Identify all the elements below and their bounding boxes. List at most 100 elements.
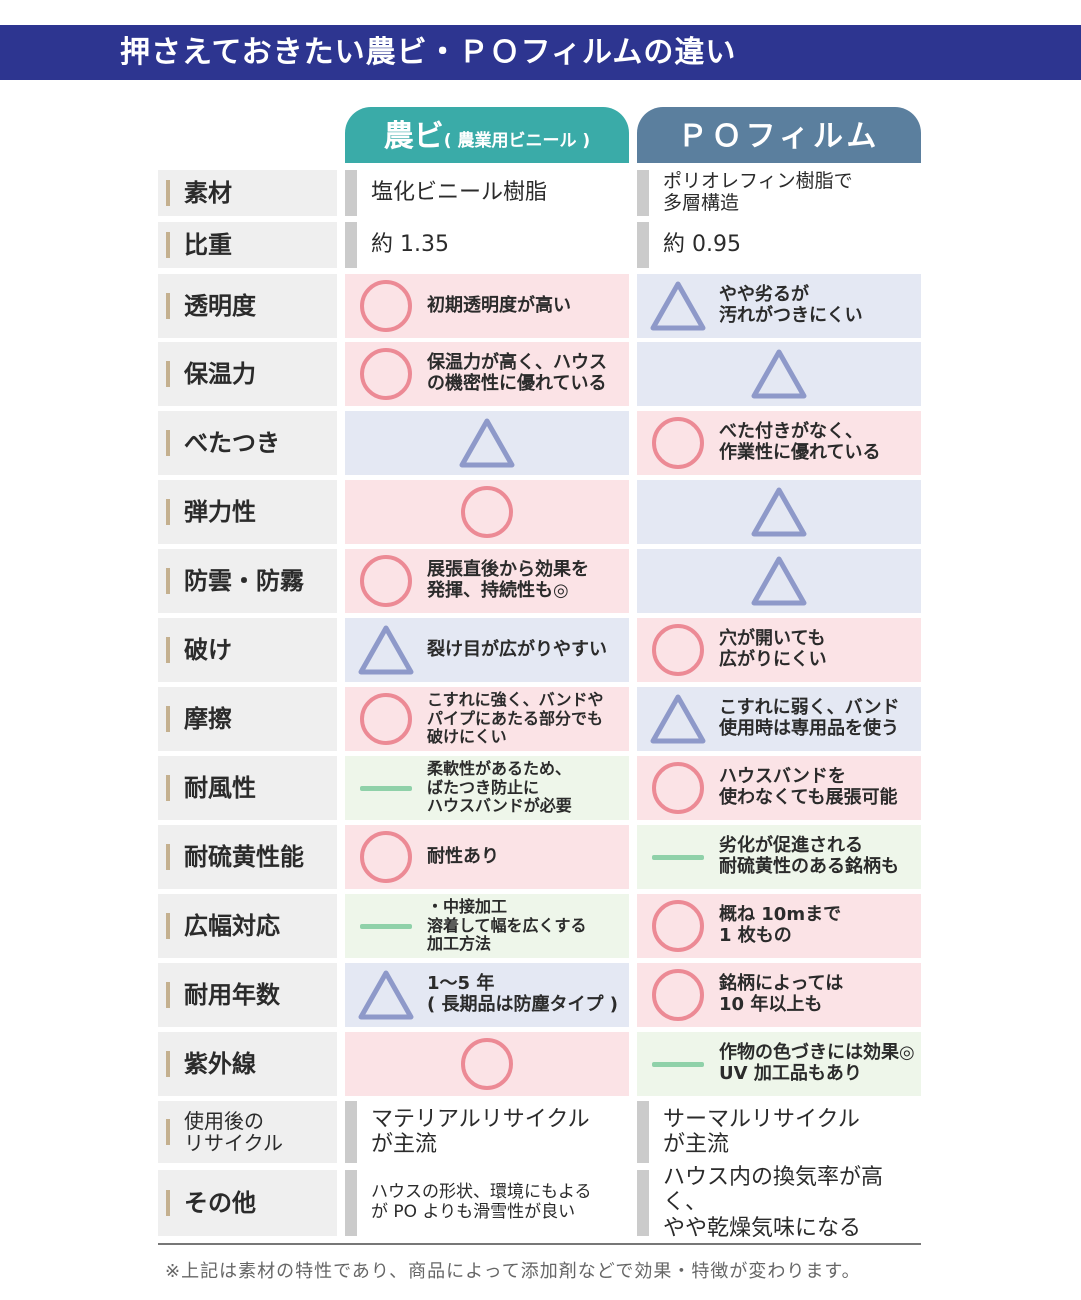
table-row: 素材 塩化ビニール樹脂 ポリオレフィン樹脂で 多層構造 xyxy=(158,170,921,216)
cell-c1: 1～5 年 ( 長期品は防塵タイプ ) xyxy=(345,963,629,1027)
cell-c2: 穴が開いても 広がりにくい xyxy=(637,618,921,682)
circle-mark xyxy=(461,1038,513,1090)
cell-c1: 約 1.35 xyxy=(345,222,629,268)
cell-text: 初期透明度が高い xyxy=(427,294,571,316)
cell-c1: 裂け目が広がりやすい xyxy=(345,618,629,682)
circle-icon xyxy=(637,969,719,1021)
cell-c1: ハウスの形状、環境にもよる が PO よりも滑雪性が良い xyxy=(345,1170,629,1236)
cell-c2 xyxy=(637,480,921,544)
cell-text: マテリアルリサイクル が主流 xyxy=(371,1106,590,1157)
divider xyxy=(158,1243,921,1245)
dash-mark xyxy=(360,923,412,929)
row-label: 耐風性 xyxy=(158,756,337,820)
cell-c1: 塩化ビニール樹脂 xyxy=(345,170,629,216)
cell-text: 概ね 10mまで 1 枚もの xyxy=(719,904,842,946)
cell-c2 xyxy=(637,549,921,613)
cell-c1: 初期透明度が高い xyxy=(345,274,629,338)
table-row: 耐硫黄性能 耐性あり 劣化が促進される 耐硫黄性のある銘柄も xyxy=(158,825,921,889)
circle-mark xyxy=(652,624,704,676)
cell-text: 1～5 年 ( 長期品は防塵タイプ ) xyxy=(427,973,618,1015)
circle-icon xyxy=(637,624,719,676)
cell-c2: ハウス内の換気率が高く、 やや乾燥気味になる xyxy=(637,1165,921,1241)
dash-icon xyxy=(345,923,427,929)
table-row: 弾力性 xyxy=(158,480,921,544)
cell-c2: 作物の色づきには効果◎ UV 加工品もあり xyxy=(637,1032,921,1096)
table-row: 使用後の リサイクル マテリアルリサイクル が主流 サーマルリサイクル が主流 xyxy=(158,1101,921,1163)
cell-text: 耐性あり xyxy=(427,845,499,867)
triangle-icon xyxy=(345,969,427,1021)
cell-text: 銘柄によっては 10 年以上も xyxy=(719,973,844,1015)
circle-mark xyxy=(360,555,412,607)
cell-c1: 保温力が高く、ハウス の機密性に優れている xyxy=(345,342,629,406)
cell-text: 柔軟性があるため、 ばたつき防止に ハウスバンドが必要 xyxy=(427,759,572,816)
cell-text: ハウス内の換気率が高く、 やや乾燥気味になる xyxy=(663,1165,884,1241)
triangle-icon xyxy=(345,417,629,469)
row-label: 透明度 xyxy=(158,274,337,338)
footnote: ※上記は素材の特性であり、商品によって添加剤などで効果・特徴が変わります。 xyxy=(165,1261,861,1282)
circle-mark xyxy=(652,900,704,952)
cell-c1: マテリアルリサイクル が主流 xyxy=(345,1101,629,1163)
cell-text: 穴が開いても 広がりにくい xyxy=(719,628,827,670)
cell-text: こすれに強く、バンドや パイプにあたる部分でも 破けにくい xyxy=(427,690,604,747)
cell-text: 劣化が促進される 耐硫黄性のある銘柄も xyxy=(719,835,899,877)
cell-c1: 展張直後から効果を 発揮、持続性も◎ xyxy=(345,549,629,613)
cell-text: ・中接加工 溶着して幅を広くする 加工方法 xyxy=(427,897,587,954)
cell-c1: 柔軟性があるため、 ばたつき防止に ハウスバンドが必要 xyxy=(345,756,629,820)
cell-text: べた付きがなく、 作業性に優れている xyxy=(719,421,881,463)
cell-text: 約 0.95 xyxy=(663,232,741,258)
row-label: 紫外線 xyxy=(158,1032,337,1096)
table-row: その他 ハウスの形状、環境にもよる が PO よりも滑雪性が良い ハウス内の換気率が… xyxy=(158,1165,921,1241)
circle-mark xyxy=(360,348,412,400)
table-row: 保温力 保温力が高く、ハウス の機密性に優れている xyxy=(158,342,921,406)
cell-c2: こすれに弱く、バンド 使用時は専用品を使う xyxy=(637,687,921,751)
row-label: 広幅対応 xyxy=(158,894,337,958)
triangle-icon xyxy=(637,348,921,400)
cell-text: 裂け目が広がりやすい xyxy=(427,638,607,660)
dash-icon xyxy=(637,1061,719,1067)
column-header-noubi: 農ビ( 農業用ビニール ) xyxy=(345,107,629,163)
table-row: 透明度 初期透明度が高い やや劣るが 汚れがつきにくい xyxy=(158,274,921,338)
cell-c2: やや劣るが 汚れがつきにくい xyxy=(637,274,921,338)
row-label: 耐硫黄性能 xyxy=(158,825,337,889)
page-title: 押さえておきたい農ビ・ＰＯフィルムの違い xyxy=(0,25,1081,80)
dash-mark xyxy=(652,1061,704,1067)
cell-c1 xyxy=(345,480,629,544)
table-row: 広幅対応 ・中接加工 溶着して幅を広くする 加工方法 概ね 10mまで 1 枚もの xyxy=(158,894,921,958)
row-label: 耐用年数 xyxy=(158,963,337,1027)
dash-mark xyxy=(652,854,704,860)
circle-mark xyxy=(360,831,412,883)
cell-c1 xyxy=(345,1032,629,1096)
row-label: 比重 xyxy=(158,222,337,268)
triangle-icon xyxy=(637,280,719,332)
cell-text: ポリオレフィン樹脂で 多層構造 xyxy=(663,170,853,214)
cell-text: 作物の色づきには効果◎ UV 加工品もあり xyxy=(719,1042,915,1084)
row-label: 防雲・防霧 xyxy=(158,549,337,613)
table-row: 紫外線 作物の色づきには効果◎ UV 加工品もあり xyxy=(158,1032,921,1096)
cell-c2: べた付きがなく、 作業性に優れている xyxy=(637,411,921,475)
circle-icon xyxy=(345,693,427,745)
row-label: その他 xyxy=(158,1170,337,1236)
cell-text: ハウスの形状、環境にもよる が PO よりも滑雪性が良い xyxy=(371,1182,592,1222)
circle-icon xyxy=(637,900,719,952)
circle-mark xyxy=(360,693,412,745)
circle-icon xyxy=(345,831,427,883)
cell-text: 約 1.35 xyxy=(371,232,449,258)
row-label: 破け xyxy=(158,618,337,682)
cell-c1: こすれに強く、バンドや パイプにあたる部分でも 破けにくい xyxy=(345,687,629,751)
triangle-icon xyxy=(637,693,719,745)
cell-c2: ポリオレフィン樹脂で 多層構造 xyxy=(637,170,921,216)
cell-c2: サーマルリサイクル が主流 xyxy=(637,1101,921,1163)
cell-c1: 耐性あり xyxy=(345,825,629,889)
dash-icon xyxy=(637,854,719,860)
circle-mark xyxy=(461,486,513,538)
table-row: 耐用年数 1～5 年 ( 長期品は防塵タイプ ) 銘柄によっては 10 年以上も xyxy=(158,963,921,1027)
cell-text: 塩化ビニール樹脂 xyxy=(371,180,548,206)
cell-c2: 劣化が促進される 耐硫黄性のある銘柄も xyxy=(637,825,921,889)
cell-c1 xyxy=(345,411,629,475)
table-row: 防雲・防霧 展張直後から効果を 発揮、持続性も◎ xyxy=(158,549,921,613)
cell-text: 保温力が高く、ハウス の機密性に優れている xyxy=(427,352,607,394)
circle-icon xyxy=(345,1038,629,1090)
circle-mark xyxy=(652,762,704,814)
row-label: 使用後の リサイクル xyxy=(158,1101,337,1163)
row-label: 弾力性 xyxy=(158,480,337,544)
